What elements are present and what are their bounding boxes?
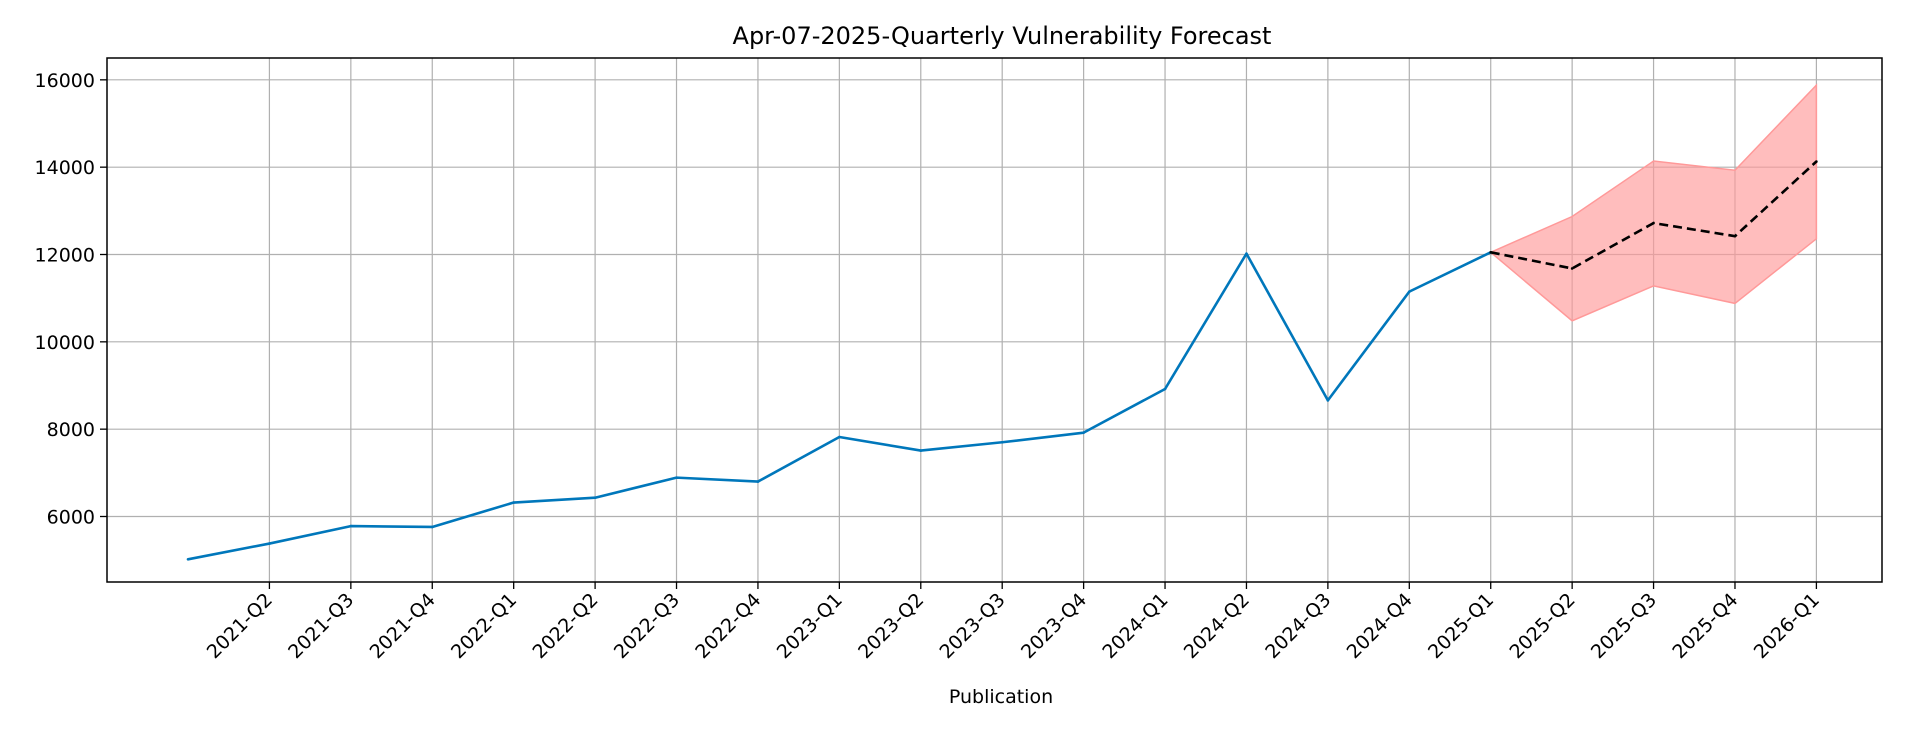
- actual-point: [593, 496, 597, 500]
- series-layer: [186, 160, 1818, 561]
- actual-point: [675, 476, 678, 479]
- x-tick-label: 2025-Q3: [1587, 589, 1661, 663]
- x-tick-label: 2023-Q2: [854, 589, 928, 663]
- x-tick-label: 2024-Q3: [1261, 589, 1335, 663]
- x-tick-label: 2021-Q4: [366, 589, 440, 663]
- actual-point: [1245, 252, 1248, 255]
- actual-point: [349, 524, 353, 528]
- forecast-point: [1733, 234, 1737, 238]
- x-tick-label: 2024-Q2: [1180, 589, 1254, 663]
- y-axis: 6000 8000 10000 12000 14000 16000: [35, 70, 107, 529]
- actual-point: [186, 557, 190, 561]
- x-axis: 2021-Q2 2021-Q3 2021-Q4 2022-Q1 2022-Q2 2022-…: [203, 582, 1824, 663]
- y-tick-label: 16000: [35, 70, 95, 92]
- grid: [107, 58, 1882, 582]
- actual-point: [268, 542, 271, 545]
- forecast-point: [1652, 221, 1655, 225]
- x-tick-label: 2023-Q1: [773, 589, 847, 663]
- actual-point: [919, 449, 923, 452]
- x-tick-label: 2022-Q2: [528, 589, 602, 663]
- x-tick-label: 2023-Q3: [936, 589, 1010, 663]
- actual-point: [1163, 387, 1167, 391]
- actual-point: [512, 501, 515, 504]
- forecast-point: [1815, 160, 1818, 163]
- x-tick-label: 2021-Q3: [284, 589, 358, 663]
- x-tick-label: 2023-Q4: [1017, 589, 1091, 663]
- chart-title: Apr-07-2025-Quarterly Vulnerability Fore…: [733, 22, 1272, 50]
- actual-point: [1326, 399, 1330, 402]
- actual-point: [1082, 431, 1085, 434]
- x-tick-label: 2021-Q2: [203, 589, 277, 663]
- actual-point: [430, 525, 434, 529]
- x-tick-label: 2026-Q1: [1750, 589, 1824, 663]
- y-tick-label: 10000: [35, 332, 95, 354]
- x-tick-label: 2022-Q1: [447, 589, 521, 663]
- y-tick-label: 8000: [47, 419, 95, 441]
- x-tick-label: 2025-Q1: [1424, 589, 1498, 663]
- y-tick-label: 14000: [35, 157, 95, 179]
- x-tick-label: 2025-Q2: [1505, 589, 1579, 663]
- actual-point: [1000, 440, 1004, 444]
- x-axis-label: Publication: [949, 686, 1053, 708]
- x-tick-label: 2022-Q4: [691, 589, 765, 663]
- actual-point: [756, 480, 760, 483]
- x-tick-label: 2025-Q4: [1668, 589, 1742, 663]
- x-tick-label: 2024-Q1: [1098, 589, 1172, 663]
- x-tick-label: 2022-Q3: [610, 589, 684, 663]
- y-tick-label: 12000: [35, 245, 95, 267]
- plot-frame: [106, 57, 1883, 583]
- y-tick-label: 6000: [47, 507, 95, 529]
- actual-point: [1408, 290, 1411, 293]
- x-tick-label: 2024-Q4: [1343, 589, 1417, 663]
- forecast-point: [1570, 267, 1574, 270]
- actual-point: [838, 435, 841, 439]
- forecast-point: [1489, 251, 1493, 254]
